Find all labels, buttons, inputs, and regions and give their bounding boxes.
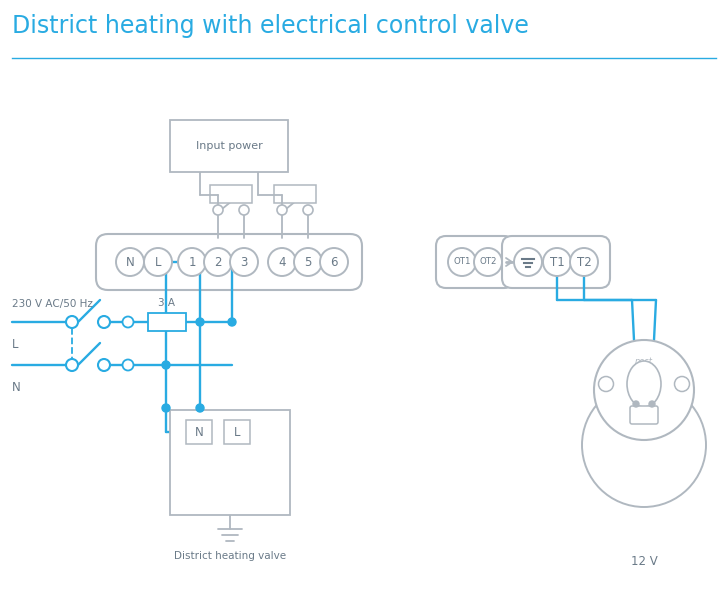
Text: 2: 2 [214,255,222,268]
Circle shape [303,205,313,215]
Text: 1: 1 [189,255,196,268]
Circle shape [230,248,258,276]
Circle shape [213,205,223,215]
Text: N: N [12,381,21,394]
FancyBboxPatch shape [502,236,610,288]
Circle shape [66,359,78,371]
Text: OT1: OT1 [454,258,471,267]
Bar [210,185,252,203]
Circle shape [448,248,476,276]
Circle shape [162,404,170,412]
Text: 5: 5 [304,255,312,268]
Circle shape [543,248,571,276]
Circle shape [633,401,639,407]
Text: L: L [12,338,18,351]
Bar [170,120,288,172]
Text: Input power: Input power [196,141,262,151]
Circle shape [582,383,706,507]
Text: N: N [126,255,135,268]
Bar [186,420,212,444]
Ellipse shape [627,361,661,407]
Bar [148,313,186,331]
Circle shape [116,248,144,276]
Circle shape [196,318,204,326]
Circle shape [294,248,322,276]
Text: 12 V: 12 V [630,555,657,568]
Circle shape [144,248,172,276]
Circle shape [474,248,502,276]
Circle shape [594,340,694,440]
Text: 3: 3 [240,255,248,268]
FancyBboxPatch shape [630,406,658,424]
Text: N: N [194,425,203,438]
Circle shape [66,316,78,328]
Circle shape [320,248,348,276]
Circle shape [228,318,236,326]
Circle shape [122,359,133,371]
Text: 6: 6 [331,255,338,268]
Text: L: L [234,425,240,438]
Circle shape [570,248,598,276]
Text: T1: T1 [550,255,564,268]
Text: T2: T2 [577,255,591,268]
Text: District heating with electrical control valve: District heating with electrical control… [12,14,529,38]
Circle shape [277,205,287,215]
Circle shape [196,404,204,412]
Circle shape [178,248,206,276]
Circle shape [649,401,655,407]
Circle shape [268,248,296,276]
Text: L: L [155,255,161,268]
Circle shape [675,377,689,391]
Text: OT2: OT2 [479,258,496,267]
Circle shape [98,359,110,371]
Circle shape [514,248,542,276]
FancyBboxPatch shape [436,236,514,288]
Circle shape [239,205,249,215]
Text: nest: nest [634,421,654,429]
Circle shape [162,361,170,369]
Circle shape [204,248,232,276]
Circle shape [122,317,133,327]
Text: nest: nest [635,358,653,366]
FancyBboxPatch shape [96,234,362,290]
Bar [170,410,290,515]
Circle shape [98,316,110,328]
Circle shape [598,377,614,391]
Text: 4: 4 [278,255,286,268]
Text: District heating valve: District heating valve [174,551,286,561]
Text: 230 V AC/50 Hz: 230 V AC/50 Hz [12,299,93,309]
Bar [224,420,250,444]
Text: 3 A: 3 A [159,298,175,308]
Bar [274,185,316,203]
